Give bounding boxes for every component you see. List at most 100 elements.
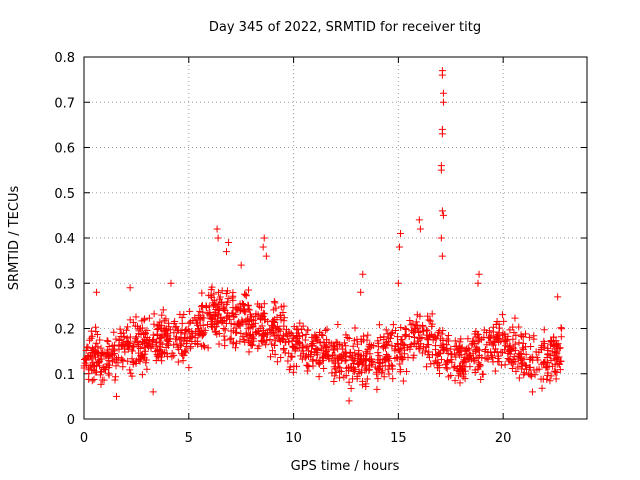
data-point	[316, 339, 324, 347]
data-point	[267, 353, 275, 361]
data-point	[480, 326, 488, 334]
data-point	[424, 312, 432, 320]
data-point	[445, 373, 453, 381]
data-point	[500, 317, 508, 325]
data-point	[363, 364, 371, 372]
data-point	[444, 337, 452, 345]
data-point	[170, 329, 178, 337]
data-point	[201, 326, 209, 334]
data-point	[357, 352, 365, 360]
data-point	[344, 364, 352, 372]
data-point	[172, 323, 180, 331]
data-point	[364, 345, 372, 353]
data-point	[333, 339, 341, 347]
data-points	[80, 67, 566, 405]
data-point	[537, 346, 545, 354]
data-point	[350, 337, 358, 345]
data-point	[455, 349, 463, 357]
data-point	[88, 355, 96, 363]
data-point	[522, 330, 530, 338]
data-point	[334, 320, 342, 328]
data-point	[309, 338, 317, 346]
data-point	[357, 338, 365, 346]
data-point	[119, 357, 127, 365]
data-point	[546, 377, 554, 385]
data-point	[442, 361, 450, 369]
x-tick-label: 0	[80, 431, 88, 446]
data-point	[230, 312, 238, 320]
data-point	[394, 341, 402, 349]
data-point	[108, 342, 116, 350]
data-point	[457, 335, 465, 343]
data-point	[293, 362, 301, 370]
data-point	[270, 332, 278, 340]
data-point	[321, 326, 329, 334]
data-point	[92, 339, 100, 347]
data-point	[520, 355, 528, 363]
data-point	[493, 318, 501, 326]
data-point	[274, 326, 282, 334]
data-point	[81, 359, 89, 367]
data-point	[221, 326, 229, 334]
y-tick-label: 0.7	[54, 96, 75, 111]
data-point	[389, 375, 397, 383]
grid-lines	[84, 57, 587, 419]
data-point	[120, 333, 128, 341]
data-point	[391, 347, 399, 355]
data-point	[410, 333, 418, 341]
data-point	[218, 298, 226, 306]
data-point	[347, 384, 355, 392]
data-point	[467, 354, 475, 362]
data-point	[527, 343, 535, 351]
data-point	[140, 316, 148, 324]
data-point	[178, 319, 186, 327]
data-point	[476, 361, 484, 369]
data-point	[379, 367, 387, 375]
data-point	[382, 338, 390, 346]
data-point	[231, 344, 239, 352]
data-point	[128, 347, 136, 355]
data-point	[471, 366, 479, 374]
data-point	[145, 314, 153, 322]
data-point	[271, 319, 279, 327]
data-point	[172, 324, 180, 332]
data-point	[227, 327, 235, 335]
data-point	[229, 289, 237, 297]
data-point	[495, 329, 503, 337]
data-point	[397, 344, 405, 352]
data-point	[334, 355, 342, 363]
data-point	[544, 369, 552, 377]
data-point	[254, 344, 262, 352]
data-point	[158, 311, 166, 319]
data-point	[428, 331, 436, 339]
data-point	[156, 318, 164, 326]
data-point	[289, 343, 297, 351]
data-point	[187, 343, 195, 351]
data-point	[515, 323, 523, 331]
data-point	[205, 303, 213, 311]
data-point	[220, 332, 228, 340]
data-point	[283, 326, 291, 334]
x-tick-label: 5	[185, 431, 193, 446]
data-point	[93, 331, 101, 339]
data-point	[148, 340, 156, 348]
data-point	[255, 302, 263, 310]
data-point	[534, 356, 542, 364]
data-point	[241, 338, 249, 346]
data-point	[543, 363, 551, 371]
data-point	[163, 352, 171, 360]
data-point	[248, 341, 256, 349]
data-point	[387, 331, 395, 339]
data-point	[418, 349, 426, 357]
data-point	[249, 322, 257, 330]
y-tick-label: 0.6	[54, 142, 75, 157]
data-point	[217, 299, 225, 307]
data-point	[155, 321, 163, 329]
data-point	[214, 234, 222, 242]
data-point	[126, 284, 134, 292]
data-point	[419, 321, 427, 329]
data-point	[116, 325, 124, 333]
data-point	[99, 348, 107, 356]
data-point	[323, 336, 331, 344]
